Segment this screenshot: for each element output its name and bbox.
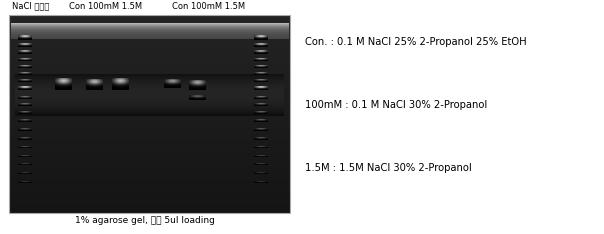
Text: Con. : 0.1 M NaCl 25% 2-Propanol 25% EtOH: Con. : 0.1 M NaCl 25% 2-Propanol 25% EtO… — [305, 37, 527, 47]
Text: Con 100mM 1.5M: Con 100mM 1.5M — [69, 2, 143, 11]
Text: 100mM : 0.1 M NaCl 30% 2-Propanol: 100mM : 0.1 M NaCl 30% 2-Propanol — [305, 100, 487, 110]
Text: 1.5M : 1.5M NaCl 30% 2-Propanol: 1.5M : 1.5M NaCl 30% 2-Propanol — [305, 164, 472, 173]
Text: NaCl 농도별: NaCl 농도별 — [12, 2, 50, 11]
Text: 1% agarose gel, 각각 5ul loading: 1% agarose gel, 각각 5ul loading — [75, 216, 215, 225]
Text: Con 100mM 1.5M: Con 100mM 1.5M — [172, 2, 245, 11]
